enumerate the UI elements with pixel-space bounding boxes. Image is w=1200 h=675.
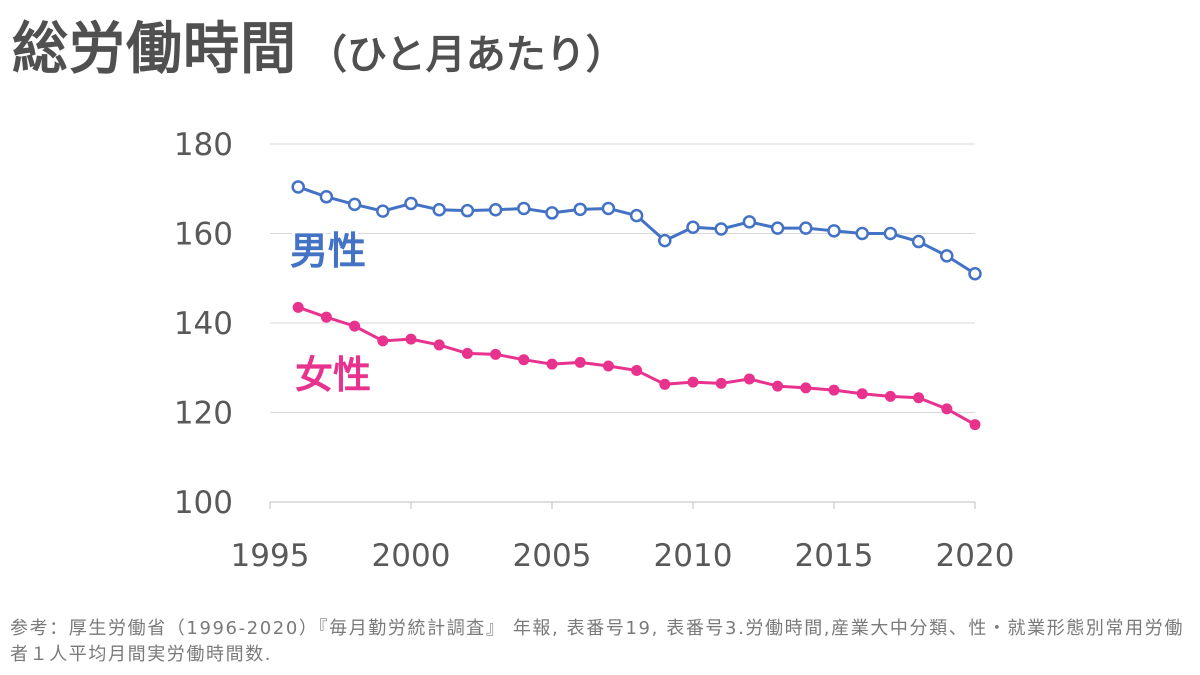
data-point bbox=[799, 221, 813, 235]
chart-title-sub: （ひと月あたり） bbox=[307, 32, 626, 78]
data-point bbox=[687, 376, 699, 388]
y-tick-label: 120 bbox=[174, 396, 233, 432]
data-point bbox=[433, 339, 445, 351]
y-tick-label: 100 bbox=[174, 485, 233, 521]
x-tick-label: 2005 bbox=[513, 538, 592, 574]
data-point bbox=[913, 392, 925, 404]
data-point bbox=[941, 403, 953, 415]
data-point bbox=[432, 203, 446, 217]
data-point bbox=[405, 333, 417, 345]
data-point bbox=[743, 373, 755, 385]
data-point bbox=[291, 180, 305, 194]
chart-title-main: 総労働時間 bbox=[12, 17, 297, 82]
data-point bbox=[828, 384, 840, 396]
data-point bbox=[800, 382, 812, 394]
data-point bbox=[855, 226, 869, 241]
data-point bbox=[488, 203, 503, 217]
data-point bbox=[686, 220, 700, 234]
data-point bbox=[969, 419, 981, 431]
data-point bbox=[460, 203, 475, 218]
y-tick-label: 140 bbox=[174, 306, 233, 342]
x-tick-label: 2020 bbox=[936, 538, 1015, 574]
x-tick-label: 1995 bbox=[231, 538, 310, 574]
series-label-male: 男性 bbox=[290, 229, 366, 273]
data-point bbox=[883, 226, 898, 241]
data-point bbox=[827, 224, 841, 238]
data-point bbox=[461, 347, 473, 359]
data-point bbox=[601, 201, 616, 216]
data-point bbox=[319, 190, 334, 204]
data-point bbox=[349, 320, 361, 332]
data-point bbox=[940, 249, 954, 263]
data-point bbox=[659, 378, 671, 390]
data-point bbox=[884, 390, 896, 402]
data-point bbox=[320, 311, 332, 323]
data-point bbox=[658, 233, 672, 248]
data-point bbox=[376, 204, 390, 218]
data-point bbox=[631, 364, 643, 376]
x-tick-label: 2010 bbox=[654, 538, 733, 574]
data-point bbox=[377, 335, 389, 347]
data-point bbox=[545, 206, 559, 220]
data-point bbox=[770, 221, 785, 235]
data-point bbox=[573, 202, 587, 217]
data-point bbox=[742, 215, 757, 229]
data-point bbox=[490, 348, 502, 360]
data-point bbox=[517, 201, 531, 216]
data-point bbox=[602, 360, 614, 372]
data-point bbox=[856, 388, 868, 400]
data-point bbox=[404, 196, 418, 211]
y-tick-label: 160 bbox=[174, 217, 233, 253]
data-point bbox=[347, 197, 362, 212]
data-point bbox=[968, 267, 982, 281]
chart-title: 総労働時間 （ひと月あたり） bbox=[12, 4, 626, 85]
x-tick-label: 2000 bbox=[372, 538, 451, 574]
data-point bbox=[629, 208, 644, 223]
data-point bbox=[546, 358, 558, 370]
data-point bbox=[574, 356, 586, 368]
data-point bbox=[772, 380, 784, 392]
data-point bbox=[714, 222, 728, 236]
series-line-male bbox=[297, 185, 976, 276]
y-tick-label: 180 bbox=[174, 127, 233, 163]
data-point bbox=[518, 354, 530, 366]
data-point bbox=[292, 301, 304, 313]
data-point bbox=[911, 234, 926, 249]
series-label-female: 女性 bbox=[295, 353, 371, 397]
x-tick-label: 2015 bbox=[795, 538, 874, 574]
line-chart: 100 120 140 160 180 1995 2000 2005 2010 2015 2020 男… bbox=[174, 127, 1015, 574]
source-footnote: 参考：厚生労働省（1996-2020）『毎月勤労統計調査』 年報, 表番号19,… bbox=[10, 618, 1184, 665]
data-point bbox=[715, 377, 727, 389]
